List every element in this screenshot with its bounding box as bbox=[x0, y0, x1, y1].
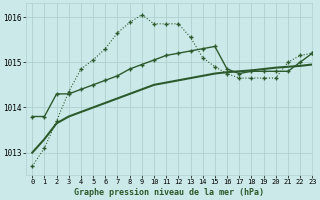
X-axis label: Graphe pression niveau de la mer (hPa): Graphe pression niveau de la mer (hPa) bbox=[74, 188, 264, 197]
